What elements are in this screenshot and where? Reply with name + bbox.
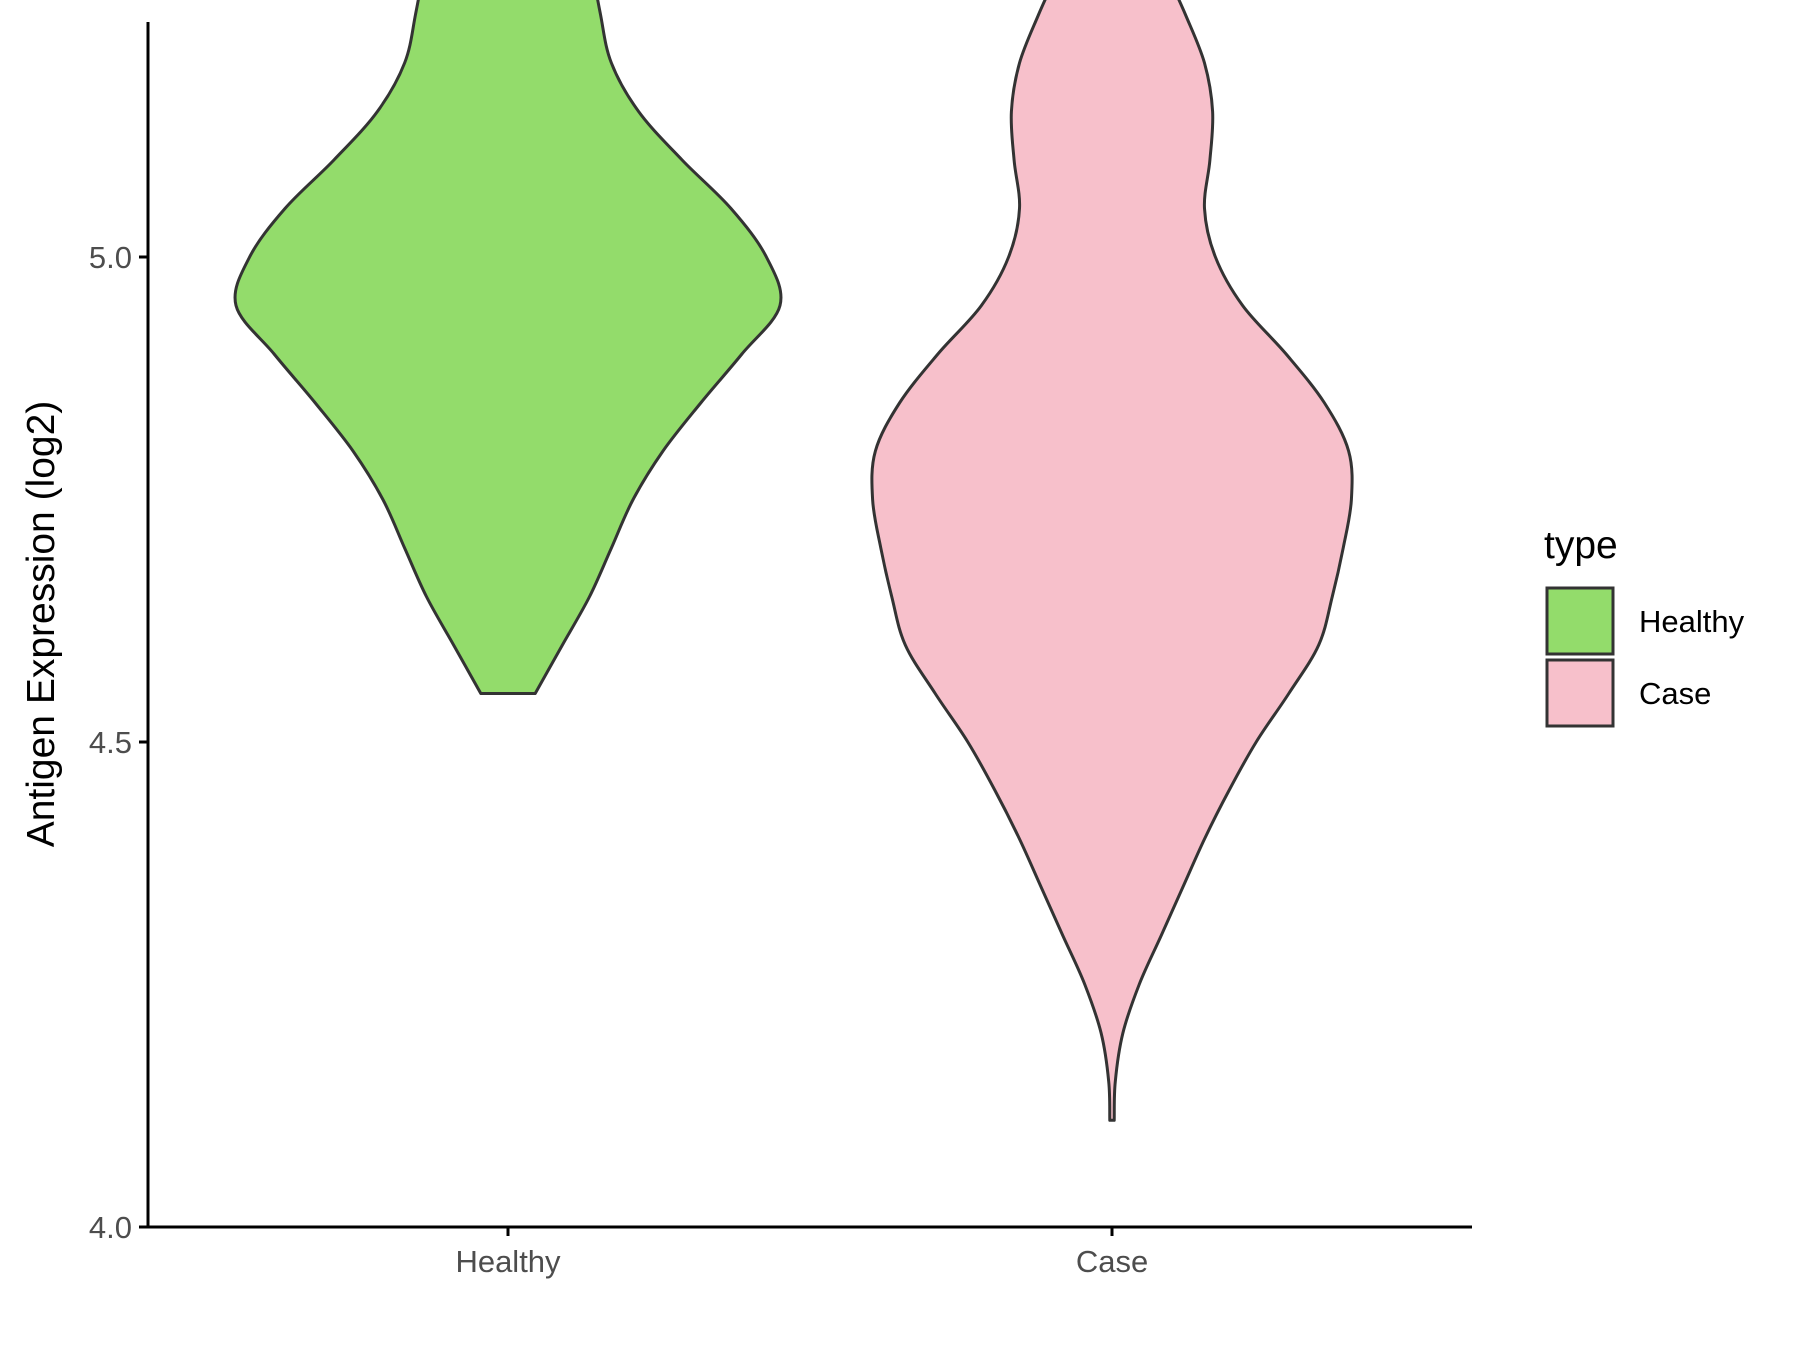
legend-key-healthy [1545,586,1615,656]
y-axis: 4.04.55.05.56.0 [89,22,150,1245]
x-axis: Healthy Case [146,1225,1472,1279]
x-tick-label: Case [1076,1244,1148,1279]
legend-label-case: Case [1639,676,1711,711]
violin-healthy [233,0,783,695]
x-tick-label: Healthy [455,1244,561,1279]
y-axis-title: Antigen Expression (log2) [20,401,63,848]
y-tick-label: 5.0 [89,240,132,275]
legend-key-case [1545,658,1615,728]
legend-label-healthy: Healthy [1639,604,1745,639]
y-tick-label: 4.0 [89,1210,132,1245]
legend-title: type [1544,524,1618,567]
legend: type Healthy Case [1544,524,1745,728]
violin-case [870,0,1354,1122]
plot-area [233,0,1354,1122]
y-tick-label: 4.5 [89,725,132,760]
